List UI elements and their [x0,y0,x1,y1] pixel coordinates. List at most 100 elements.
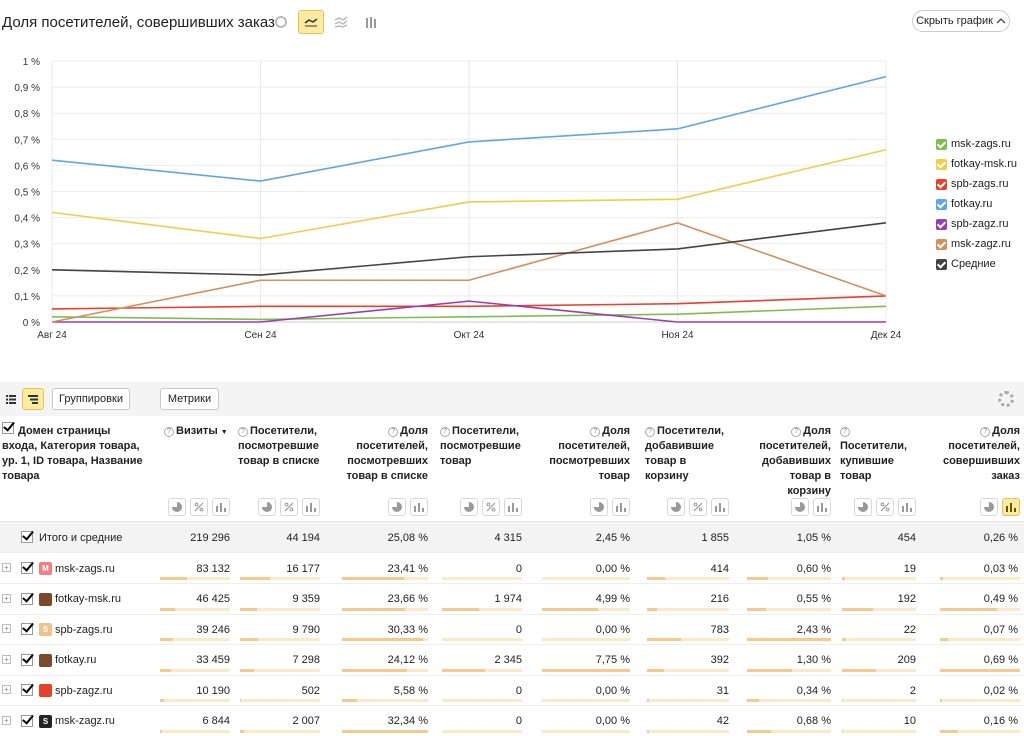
share-bar [542,577,630,580]
expand-icon[interactable]: + [2,563,11,572]
percent-view-icon[interactable] [689,498,707,516]
column-header[interactable]: ? Визиты ▼ [164,424,236,440]
legend-item[interactable]: msk-zagz.ru [936,234,1017,254]
tree-view-toggle[interactable] [22,388,44,410]
row-checkbox[interactable] [21,562,33,574]
dimension-header[interactable]: Домен страницы входа, Категория товара, … [2,425,143,482]
legend-checkbox[interactable] [936,138,947,150]
help-icon[interactable]: ? [388,427,399,437]
expand-icon[interactable]: + [2,624,11,633]
pie-view-icon[interactable] [388,498,406,516]
help-icon[interactable]: ? [840,427,850,437]
bar-view-icon[interactable] [1002,498,1020,516]
groupings-button[interactable]: Группировки [52,388,130,410]
column-header[interactable]: ? Посетители, добавившие товар в корзину [645,424,729,484]
row-checkbox[interactable] [21,531,33,543]
expand-icon[interactable]: + [2,593,11,603]
percent-view-icon[interactable] [876,498,894,516]
pie-view-icon[interactable] [667,498,685,516]
row-checkbox[interactable] [21,653,33,666]
help-icon[interactable]: ? [791,427,802,437]
help-icon[interactable]: ? [980,427,991,437]
row-label[interactable]: fotkay.ru [55,654,97,666]
legend-checkbox[interactable] [936,238,947,250]
row-label[interactable]: spb-zagz.ru [55,684,113,697]
totals-row[interactable]: Итого и средние 219 296 44 194 25,08 % 4 315… [0,522,1024,553]
pie-view-icon[interactable] [854,498,872,516]
hide-chart-button[interactable]: Скрыть график [912,10,1010,32]
area-chart-button[interactable] [328,10,354,34]
pie-view-icon[interactable] [590,498,608,516]
legend-checkbox[interactable] [936,198,947,210]
table-row[interactable]: + fotkay.ru 33 459 7 298 24,12 % 2 345 7,75 % 3… [0,645,1024,676]
row-checkbox[interactable] [21,684,33,696]
bar-chart-button[interactable] [358,10,384,34]
legend-item[interactable]: fotkay.ru [936,194,1017,214]
flat-view-toggle[interactable] [0,388,22,410]
pie-view-icon[interactable] [791,498,809,516]
bar-view-icon[interactable] [813,498,831,516]
row-checkbox[interactable] [21,714,33,727]
percent-view-icon[interactable] [190,498,208,516]
bar-view-icon[interactable] [711,498,729,516]
help-icon[interactable]: ? [440,427,450,437]
percent-view-icon[interactable] [280,498,298,516]
legend-item[interactable]: Средние [936,254,1017,274]
line-chart-button[interactable] [298,10,324,34]
cell-value: 23,41 % [387,562,428,575]
bar-view-icon[interactable] [504,498,522,516]
row-label[interactable]: Итого и средние [39,531,123,544]
row-checkbox[interactable] [21,623,33,635]
cell-value: 1,30 % [796,654,831,666]
bar-view-icon[interactable] [612,498,630,516]
expand-icon[interactable]: + [2,715,11,725]
column-header[interactable]: ? Доля посетителей, совершивших заказ [938,424,1020,484]
favicon-icon: S [39,714,52,728]
column-header[interactable]: ? Посетители, посмотревшие товар [440,424,522,469]
pie-chart-button[interactable] [268,10,294,34]
row-checkbox[interactable] [21,592,33,605]
legend-checkbox[interactable] [936,258,947,270]
help-icon[interactable]: ? [164,427,174,437]
select-all-checkbox[interactable] [2,422,14,434]
column-header[interactable]: ? Доля посетителей, посмотревших товар [540,424,630,484]
pie-view-icon[interactable] [168,498,186,516]
help-icon[interactable]: ? [645,427,655,437]
legend-checkbox[interactable] [936,218,947,230]
legend-checkbox[interactable] [936,178,947,190]
table-row[interactable]: + fotkay-msk.ru 46 425 9 359 23,66 % 1 974 4,9… [0,584,1024,615]
legend-item[interactable]: msk-zags.ru [936,134,1017,154]
percent-view-icon[interactable] [482,498,500,516]
bar-view-icon[interactable] [898,498,916,516]
bar-view-icon[interactable] [212,498,230,516]
column-header[interactable]: ? Доля посетителей, посмотревших товар в … [340,424,428,484]
metrics-button[interactable]: Метрики [160,388,219,410]
pie-view-icon[interactable] [980,498,998,516]
pie-view-icon[interactable] [460,498,478,516]
row-label[interactable]: msk-zagz.ru [55,715,115,727]
expand-icon[interactable]: + [2,654,11,664]
column-header[interactable]: ? Доля посетителей, добавивших товар в ко… [745,424,831,499]
legend-checkbox[interactable] [936,158,947,170]
row-label[interactable]: spb-zags.ru [55,623,113,636]
row-label[interactable]: msk-zags.ru [55,562,115,575]
column-header[interactable]: ? Посетители, посмотревшие товар в списке [238,424,320,469]
legend-item[interactable]: spb-zags.ru [936,174,1017,194]
table-row[interactable]: + spb-zagz.ru 10 190 502 5,58 % 0 0,00 % 31 0,34… [0,675,1024,706]
pie-view-icon[interactable] [258,498,276,516]
legend-item[interactable]: fotkay-msk.ru [936,154,1017,174]
column-header[interactable]: ? Посетители, купившие товар [840,424,916,484]
column-header-label: Посетители, добавившие товар в корзину [645,425,725,482]
sort-desc-icon[interactable]: ▼ [220,429,228,436]
bar-view-icon[interactable] [410,498,428,516]
help-icon[interactable]: ? [238,427,248,437]
gear-icon[interactable] [998,391,1014,407]
row-label[interactable]: fotkay-msk.ru [55,593,122,605]
bar-view-icon[interactable] [302,498,320,516]
help-icon[interactable]: ? [590,427,601,437]
legend-item[interactable]: spb-zagz.ru [936,214,1017,234]
expand-icon[interactable]: + [2,685,11,694]
